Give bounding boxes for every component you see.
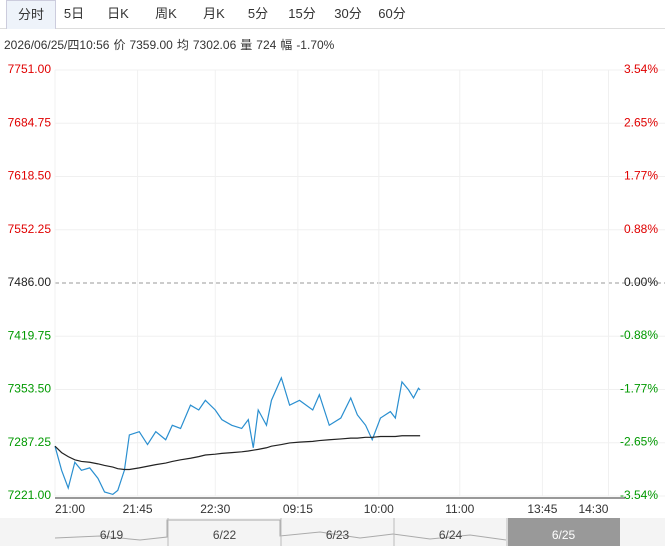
- y2-tick-label: 2.65%: [624, 116, 658, 130]
- tab[interactable]: 5分: [247, 6, 269, 21]
- tab-bar: 分时 5日 日K 周K 月K 5分 15分 30分 60分: [0, 0, 665, 29]
- info-item: 量: [240, 38, 253, 52]
- y-tick-label: 7287.25: [8, 435, 52, 449]
- info-item: 2026/06/25/四10:56: [4, 38, 110, 52]
- tab[interactable]: 5日: [63, 6, 85, 21]
- x-tick-label: 21:00: [55, 502, 85, 516]
- y2-tick-label: -3.54%: [620, 488, 658, 502]
- x-tick-label: 09:15: [283, 502, 313, 516]
- y-tick-label: 7419.75: [8, 328, 52, 342]
- info-item: 价: [113, 38, 126, 52]
- y-tick-label: 7221.00: [8, 488, 52, 502]
- info-item: 7302.06: [192, 38, 237, 52]
- y2-tick-label: 3.54%: [624, 62, 658, 76]
- navigator-date[interactable]: 6/23: [326, 528, 350, 542]
- info-item: 7359.00: [129, 38, 173, 52]
- y-tick-label: 7684.75: [8, 115, 52, 129]
- y-tick-label: 7751.00: [8, 62, 52, 76]
- tab[interactable]: 月K: [203, 6, 225, 21]
- x-tick-label: 22:30: [200, 502, 230, 516]
- price-line: [54, 435, 421, 471]
- price-line: [54, 376, 421, 496]
- y2-tick-label: -2.65%: [620, 435, 658, 449]
- info-line: 2026/06/25/四10:56 价 7359.00 均 7302.06 量 724 幅 -1…: [4, 36, 338, 53]
- navigator-window[interactable]: [508, 518, 620, 546]
- navigator-date[interactable]: 6/24: [439, 528, 463, 542]
- info-item: 幅: [280, 38, 293, 52]
- x-tick-label: 10:00: [364, 502, 394, 516]
- y2-tick-label: -0.88%: [620, 328, 658, 342]
- y-tick-label: 7353.50: [8, 382, 52, 396]
- tab[interactable]: 日K: [107, 6, 129, 21]
- navigator-date[interactable]: 6/22: [213, 528, 237, 542]
- x-tick-label: 21:45: [123, 502, 153, 516]
- y2-tick-label: 0.00%: [624, 275, 658, 289]
- tab[interactable]: 15分: [288, 6, 316, 21]
- tab[interactable]: 周K: [155, 6, 177, 21]
- y2-tick-label: 0.88%: [624, 222, 658, 236]
- info-item: -1.70%: [296, 38, 335, 52]
- x-tick-label: 14:30: [578, 502, 608, 516]
- tab[interactable]: 分时: [6, 0, 56, 29]
- tab[interactable]: 60分: [378, 6, 406, 21]
- y2-tick-label: 1.77%: [624, 169, 658, 183]
- y-tick-label: 7618.50: [8, 169, 52, 183]
- x-tick-label: 11:00: [445, 502, 474, 516]
- navigator-trace: [54, 519, 507, 541]
- y-tick-label: 7552.25: [8, 222, 52, 236]
- navigator-date[interactable]: 6/25: [552, 528, 576, 542]
- info-item: 724: [256, 38, 277, 52]
- y2-tick-label: -1.77%: [620, 382, 658, 396]
- navigator-date[interactable]: 6/19: [100, 528, 124, 542]
- tab[interactable]: 30分: [334, 6, 362, 21]
- y-tick-label: 7486.00: [8, 275, 52, 289]
- x-tick-label: 13:45: [527, 502, 557, 516]
- info-item: 均: [176, 38, 189, 52]
